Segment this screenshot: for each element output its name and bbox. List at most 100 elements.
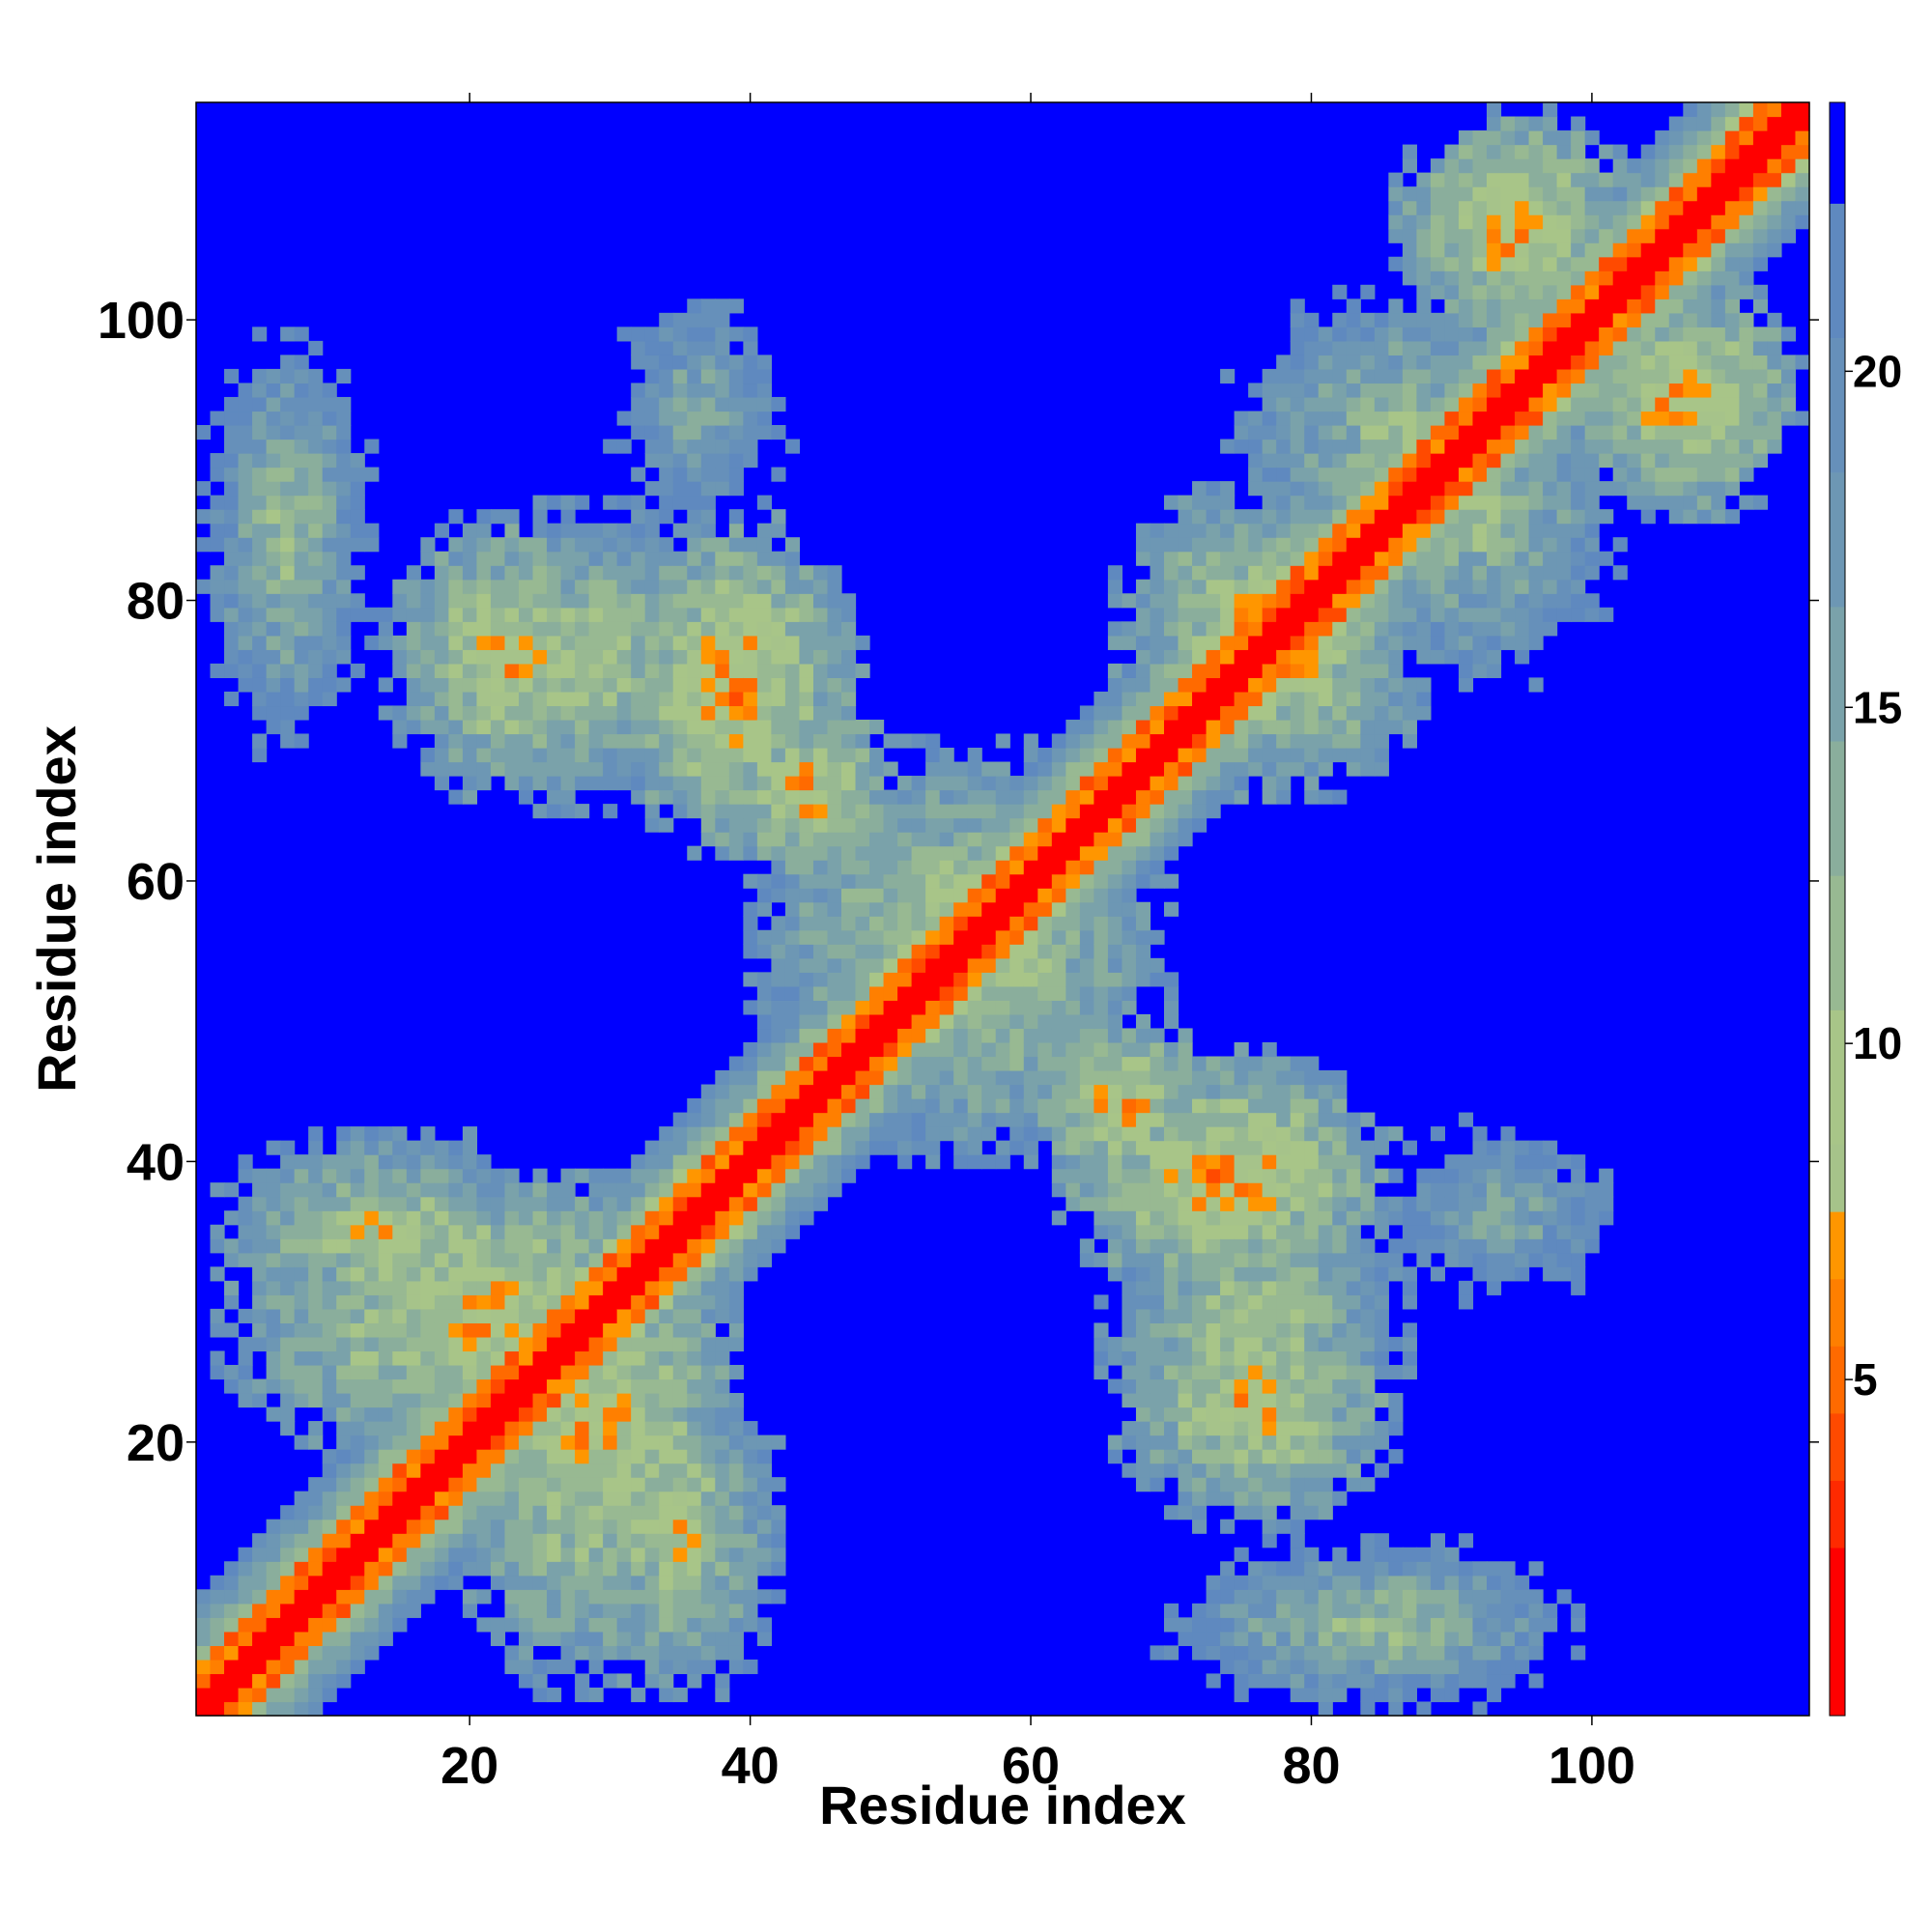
heatmap-cell — [1304, 1308, 1320, 1323]
heatmap-cell — [897, 860, 913, 875]
heatmap-cell — [1262, 621, 1277, 637]
heatmap-cell — [911, 1070, 926, 1086]
heatmap-cell — [448, 1182, 464, 1198]
heatmap-cell — [659, 748, 674, 763]
heatmap-cell — [519, 1435, 534, 1450]
heatmap-cell — [1192, 1435, 1208, 1450]
heatmap-cell — [1262, 1350, 1277, 1366]
heatmap-cell — [1374, 593, 1389, 609]
heatmap-cell — [1135, 832, 1151, 847]
heatmap-cell — [588, 537, 604, 553]
heatmap-cell — [280, 579, 296, 594]
heatmap-cell — [700, 1533, 716, 1548]
heatmap-cell — [1430, 1631, 1446, 1646]
heatmap-cell — [1206, 705, 1221, 721]
heatmap-cell — [644, 327, 660, 342]
heatmap-cell — [266, 383, 281, 398]
heatmap-cell — [196, 1589, 212, 1605]
heatmap-cell — [322, 439, 337, 454]
heatmap-cell — [294, 467, 309, 482]
heatmap-cell — [1332, 663, 1348, 678]
heatmap-cell — [1318, 1112, 1333, 1127]
heatmap-cell — [715, 1491, 730, 1506]
heatmap-cell — [1220, 1308, 1236, 1323]
heatmap-cell — [547, 1477, 562, 1492]
heatmap-cell — [1051, 1084, 1066, 1099]
heatmap-cell — [883, 1056, 898, 1071]
heatmap-cell — [434, 1294, 449, 1310]
heatmap-cell — [939, 1056, 954, 1071]
heatmap-cell — [238, 509, 253, 525]
heatmap-cell — [700, 789, 716, 805]
heatmap-cell — [1458, 1631, 1474, 1646]
heatmap-cell — [1388, 327, 1404, 342]
heatmap-cell — [672, 579, 688, 594]
heatmap-cell — [308, 1336, 324, 1352]
heatmap-cell — [672, 1238, 688, 1254]
heatmap-cell — [687, 1140, 702, 1155]
heatmap-cell — [1150, 1154, 1165, 1170]
heatmap-cell — [631, 467, 646, 482]
heatmap-cell — [1290, 1519, 1305, 1534]
heatmap-cell — [687, 1182, 702, 1198]
heatmap-cell — [1262, 1154, 1277, 1170]
heatmap-cell — [1079, 1056, 1094, 1071]
heatmap-cell — [1430, 340, 1446, 355]
heatmap-cell — [1360, 1421, 1376, 1436]
heatmap-cell — [434, 523, 449, 538]
heatmap-cell — [1360, 1252, 1376, 1267]
heatmap-cell — [967, 972, 982, 987]
heatmap-cell — [939, 929, 954, 945]
heatmap-cell — [1374, 1687, 1389, 1703]
heatmap-cell — [1037, 761, 1053, 777]
heatmap-cell — [1458, 649, 1474, 665]
heatmap-cell — [448, 1477, 464, 1492]
heatmap-cell — [827, 817, 842, 833]
heatmap-cell — [715, 1364, 730, 1380]
heatmap-cell — [294, 1687, 309, 1703]
heatmap-cell — [1079, 985, 1094, 1001]
heatmap-cell — [224, 1617, 240, 1633]
heatmap-cell — [715, 748, 730, 763]
heatmap-cell — [294, 355, 309, 370]
heatmap-cell — [476, 1308, 492, 1323]
heatmap-cell — [1332, 1378, 1348, 1394]
heatmap-cell — [588, 1266, 604, 1282]
heatmap-cell — [1262, 1449, 1277, 1464]
heatmap-cell — [448, 593, 464, 609]
heatmap-cell — [1304, 593, 1320, 609]
heatmap-cell — [1164, 1421, 1179, 1436]
heatmap-cell — [1444, 1182, 1460, 1198]
heatmap-cell — [547, 1505, 562, 1520]
heatmap-cell — [1234, 1505, 1249, 1520]
heatmap-cell — [462, 1547, 478, 1562]
heatmap-cell — [519, 579, 534, 594]
heatmap-cell — [939, 916, 954, 931]
heatmap-cell — [1458, 383, 1474, 398]
heatmap-cell — [799, 873, 814, 889]
heatmap-cell — [841, 901, 857, 917]
heatmap-cell — [1430, 1687, 1446, 1703]
heatmap-cell — [238, 1238, 253, 1254]
heatmap-cell — [210, 467, 225, 482]
heatmap-cell — [1276, 1631, 1292, 1646]
heatmap-cell — [238, 1561, 253, 1577]
heatmap-cell — [1037, 1070, 1053, 1086]
heatmap-cell — [560, 607, 576, 622]
heatmap-cell — [812, 649, 829, 665]
heatmap-cell — [462, 1252, 478, 1267]
heatmap-cell — [700, 1505, 716, 1520]
heatmap-cell — [644, 1491, 660, 1506]
heatmap-cell — [1150, 677, 1165, 693]
heatmap-cell — [981, 901, 997, 917]
heatmap-cell — [476, 1350, 492, 1366]
heatmap-cell — [728, 1631, 744, 1646]
heatmap-cell — [1458, 467, 1474, 482]
heatmap-cell — [448, 761, 464, 777]
heatmap-cell — [1051, 873, 1066, 889]
heatmap-cell — [1234, 1463, 1249, 1478]
heatmap-cell — [1220, 1140, 1236, 1155]
heatmap-cell — [869, 1126, 885, 1142]
heatmap-cell — [631, 1421, 646, 1436]
heatmap-cell — [1009, 944, 1025, 959]
